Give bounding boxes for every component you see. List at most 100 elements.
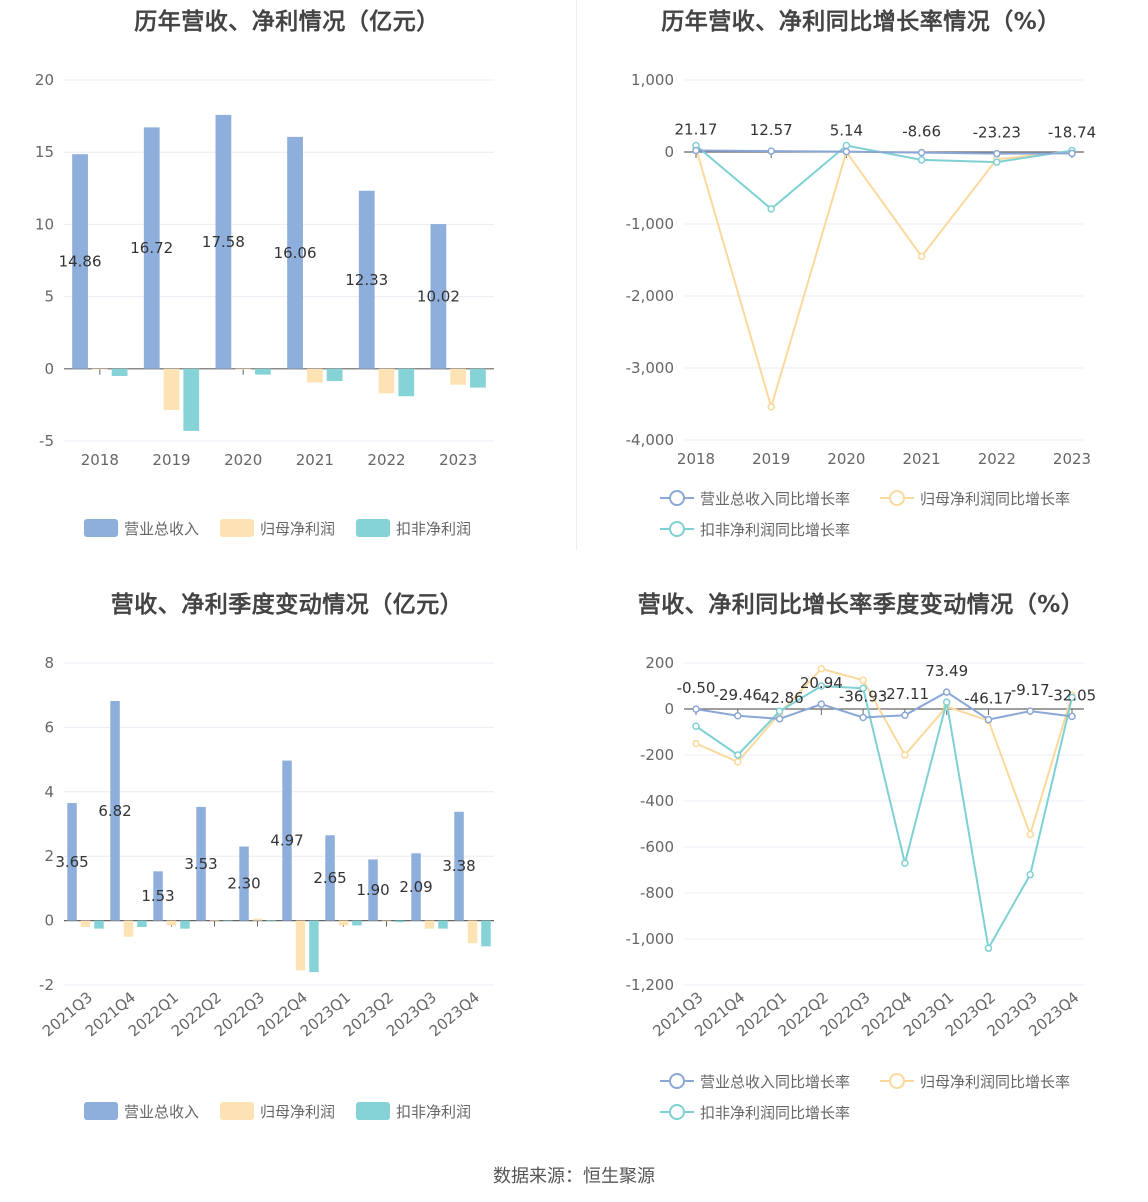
data-point <box>842 141 851 150</box>
quarterly-revenue-profit-chart: 营收、净利季度变动情况（亿元） -2 0 2 4 6 8 2021Q3 2021Q4 2022Q… <box>0 583 574 1143</box>
bar-net-profit <box>235 368 252 370</box>
data-point <box>767 403 775 411</box>
bar-net-profit <box>123 920 134 937</box>
series-line-deducted-growth <box>695 144 1073 211</box>
chart-title: 历年营收、净利情况（亿元） <box>134 9 440 35</box>
data-label: -36.93 <box>839 687 887 705</box>
bar-revenue <box>110 700 120 921</box>
bar-net-profit <box>295 920 306 971</box>
data-point <box>734 751 742 759</box>
data-point <box>817 665 826 673</box>
bar-net-profit <box>80 920 91 928</box>
series-line-net-profit-growth <box>695 667 1073 838</box>
data-point <box>901 711 909 719</box>
data-label: 1.90 <box>356 881 389 899</box>
bar-revenue <box>196 806 206 921</box>
data-point <box>993 158 1001 166</box>
bar-deducted-profit <box>255 368 271 375</box>
x-tick-label: 2021 <box>903 450 941 468</box>
x-tick-label: 2019 <box>152 451 190 469</box>
y-tick-label: 8 <box>44 654 54 672</box>
bar-revenue <box>153 871 163 921</box>
legend-marker <box>889 1073 905 1089</box>
data-point <box>942 698 951 706</box>
legend-marker <box>669 490 685 506</box>
y-tick-label: -5 <box>39 432 54 450</box>
bar-deducted-profit <box>223 920 233 922</box>
y-tick-label: -400 <box>640 792 674 810</box>
annual-growth-rate-plot: -4,000 -3,000 -2,000 -1,000 0 1,000 2018 2019 20… <box>626 71 1097 539</box>
legend-label: 营业总收入 <box>124 520 199 538</box>
legend-marker <box>669 1073 685 1089</box>
y-tick-label: 0 <box>44 912 54 930</box>
data-point <box>775 707 784 716</box>
legend-label: 营业总收入同比增长率 <box>700 490 850 508</box>
data-point <box>984 715 993 724</box>
y-tick-label: 0 <box>664 700 674 718</box>
data-label: 20.94 <box>800 674 843 692</box>
data-point <box>859 684 867 693</box>
bar-net-profit <box>306 368 323 383</box>
bar-deducted-profit <box>326 368 343 382</box>
bar-net-profit <box>378 368 395 394</box>
legend-swatch <box>356 1102 390 1120</box>
legend-label: 营业总收入 <box>124 1103 199 1121</box>
legend-label: 归母净利润 <box>260 1103 335 1121</box>
quarterly-growth-rate-chart: 营收、净利同比增长率季度变动情况（%） -1,200 -1,000 -800 -600… <box>574 583 1148 1143</box>
data-label: -27.11 <box>881 685 929 703</box>
data-point <box>692 739 700 748</box>
data-point <box>942 688 951 696</box>
y-tick-label: 200 <box>645 654 674 672</box>
data-point <box>901 751 909 759</box>
data-point <box>1068 149 1076 158</box>
y-tick-label: 15 <box>35 143 54 161</box>
data-label: 4.97 <box>270 832 303 850</box>
y-tick-label: 6 <box>44 718 54 736</box>
bar-revenue <box>325 835 335 921</box>
legend-swatch <box>220 519 254 537</box>
x-tick-label: 2022 <box>367 451 405 469</box>
data-point <box>984 944 993 952</box>
y-tick-label: 2 <box>44 847 54 865</box>
legend-swatch <box>84 1102 118 1120</box>
data-point <box>1026 707 1034 715</box>
bar-net-profit <box>381 920 392 922</box>
data-label: -23.23 <box>973 124 1021 142</box>
legend-swatch <box>356 519 390 537</box>
bar-revenue <box>72 154 88 369</box>
bar-revenue <box>358 190 375 369</box>
annual-growth-rate-chart: 历年营收、净利同比增长率情况（%） -4,000 -3,000 -2,000 -1,0… <box>574 0 1148 560</box>
data-label: 17.58 <box>202 233 245 251</box>
legend-label: 归母净利润同比增长率 <box>920 490 1070 508</box>
y-tick-label: -200 <box>640 746 674 764</box>
legend-swatch <box>84 519 118 537</box>
bar-net-profit <box>467 920 478 944</box>
x-tick-label: 2018 <box>81 451 119 469</box>
bar-net-profit <box>424 920 435 929</box>
legend-marker <box>669 1104 685 1120</box>
legend-label: 扣非净利润 <box>396 520 471 538</box>
bar-deducted-profit <box>266 919 276 921</box>
bar-deducted-profit <box>470 368 486 388</box>
data-point <box>692 705 700 713</box>
bar-deducted-profit <box>398 368 415 397</box>
y-tick-label: -1,000 <box>626 930 674 948</box>
data-label: 16.72 <box>130 239 173 257</box>
bar-net-profit <box>166 920 177 926</box>
bar-revenue <box>368 859 378 921</box>
data-label: 6.82 <box>98 802 131 820</box>
data-point <box>817 700 826 708</box>
data-label: 12.57 <box>750 121 793 139</box>
y-tick-label: -3,000 <box>626 359 674 377</box>
data-source: 数据来源：恒生聚源 <box>493 1166 655 1187</box>
data-point <box>1068 693 1076 702</box>
data-label: 10.02 <box>417 287 460 305</box>
data-point <box>767 205 775 213</box>
bar-net-profit <box>338 920 349 926</box>
bar-deducted-profit <box>180 920 190 929</box>
data-point <box>901 859 909 867</box>
annual-revenue-profit-chart: 历年营收、净利情况（亿元） -5 0 5 10 15 20 2018 2019 2020 2021… <box>0 0 574 560</box>
bar-revenue <box>67 803 77 921</box>
chart-title: 营收、净利同比增长率季度变动情况（%） <box>637 592 1085 618</box>
data-point <box>692 722 700 730</box>
